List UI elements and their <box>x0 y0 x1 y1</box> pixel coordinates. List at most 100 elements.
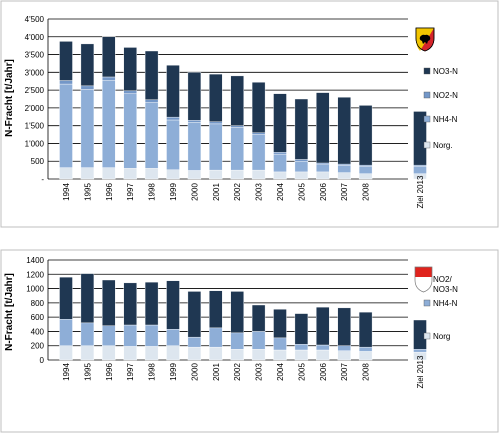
x-tick-label: 2006 <box>319 183 328 201</box>
bar-segment-norg <box>123 346 137 361</box>
x-tick-label: 1999 <box>169 363 178 381</box>
bar-segment-nh4 <box>59 319 73 346</box>
bar-segment-no3 <box>230 75 244 126</box>
bar-segment-no2 <box>413 164 427 167</box>
bar-segment-no3 <box>80 273 95 324</box>
bar-segment-nh4 <box>123 93 137 169</box>
bar-segment-nh4 <box>144 324 159 347</box>
bar-segment-no3 <box>316 92 330 164</box>
bar-segment-no2 <box>316 162 330 165</box>
x-tick-label: 2008 <box>362 183 371 201</box>
bar-segment-norg <box>209 346 223 361</box>
bar-segment-no3 <box>144 50 159 100</box>
legend-swatch <box>423 141 431 149</box>
x-tick-label: 2000 <box>190 363 199 381</box>
bar-segment-norg <box>294 349 309 361</box>
y-tick-label: 4'000 <box>25 33 45 42</box>
bar-segment-no3 <box>251 304 266 332</box>
bar-segment-nh4 <box>358 346 373 352</box>
bern-coat-of-arms-icon <box>415 27 435 52</box>
y-tick-label: 1200 <box>26 270 44 279</box>
bar-segment-no3 <box>144 281 159 326</box>
bar-segment-nh4 <box>123 324 137 347</box>
y-tick-label: 400 <box>31 327 45 336</box>
x-tick-label: 2002 <box>233 183 242 201</box>
bar-segment-nh4 <box>413 349 427 353</box>
x-tick-label: 2003 <box>255 183 264 201</box>
top-chart: - 500 1'000 1'500 2'000 2'500 3'000 3'500 4'000 4… <box>0 0 499 228</box>
legend-label: NH4-N <box>433 115 458 124</box>
y-tick-label: 1'500 <box>25 122 45 131</box>
bar-segment-no3 <box>337 307 351 346</box>
bar-segment-norg <box>187 170 202 180</box>
bar-segment-no3 <box>358 105 373 166</box>
bar-segment-norg <box>337 172 351 180</box>
bar-segment-norg <box>251 349 266 361</box>
bar-segment-no3 <box>316 306 330 346</box>
x-tick-label: 2007 <box>340 183 349 201</box>
bar-segment-nh4 <box>80 89 95 168</box>
legend-label: NH4-N <box>433 299 458 308</box>
x-tick-label: 2004 <box>276 363 285 381</box>
legend-swatch <box>423 67 431 75</box>
bar-segment-no3 <box>337 97 351 165</box>
bar-segment-no2 <box>59 80 73 85</box>
bar-segment-norg <box>59 345 73 361</box>
bar-segment-no3 <box>187 72 202 121</box>
bar-segment-no3 <box>273 93 287 153</box>
bar-segment-nh4 <box>102 325 116 346</box>
bar-segment-norg <box>209 169 223 180</box>
y-axis-label: N-Fracht [t/Jahr] <box>4 59 15 137</box>
bar-segment-nh4 <box>316 344 330 351</box>
bar-segment-norg <box>144 346 159 361</box>
x-tick-label: 1994 <box>62 363 71 381</box>
legend-swatch <box>423 91 431 99</box>
bar-segment-no3 <box>358 311 373 348</box>
bar-segment-nh4 <box>209 123 223 171</box>
legend-swatch <box>423 332 431 340</box>
bar-segment-norg <box>59 167 73 180</box>
bar-segment-no3 <box>123 282 137 326</box>
x-tick-label: 1994 <box>62 183 71 201</box>
legend-label: NO2/ <box>433 275 452 284</box>
bar-segment-no2 <box>230 125 244 128</box>
bar-segment-no2 <box>358 164 373 167</box>
bar-segment-norg <box>358 351 373 361</box>
x-tick-label: 2002 <box>233 363 242 381</box>
bar-segment-no2 <box>187 120 202 123</box>
bar-segment-nh4 <box>80 322 95 346</box>
bar-segment-no2 <box>102 76 116 81</box>
bar-segment-no2 <box>80 85 95 90</box>
bar-segment-no3 <box>209 290 223 329</box>
bar-segment-norg <box>230 349 244 361</box>
bar-segment-no3 <box>166 65 180 118</box>
bar-segment-nh4 <box>413 166 427 174</box>
x-tick-label: 1998 <box>148 183 157 201</box>
bar-segment-nh4 <box>273 337 287 351</box>
bar-segment-no3 <box>251 82 266 133</box>
legend-label: NO3-N <box>433 285 458 294</box>
y-tick-label: 0 <box>40 356 45 365</box>
y-axis-label: N-Fracht [t/Jahr] <box>4 273 15 351</box>
bar-segment-nh4 <box>187 336 202 348</box>
bar-segment-no3 <box>102 36 116 78</box>
x-tick-label: 1998 <box>148 363 157 381</box>
bar-segment-no2 <box>273 152 287 155</box>
y-tick-label: 800 <box>31 299 45 308</box>
bar-segment-no2 <box>337 163 351 166</box>
y-tick-label: 600 <box>31 313 45 322</box>
bar-segment-norg <box>166 169 180 180</box>
y-tick-label: 2'500 <box>25 86 45 95</box>
legend-label: Norg. <box>433 141 453 150</box>
bar-segment-nh4 <box>102 80 116 168</box>
bar-segment-norg <box>166 345 180 361</box>
chart-frame <box>0 0 499 228</box>
bar-segment-nh4 <box>144 102 159 169</box>
bar-segment-nh4 <box>316 164 330 173</box>
bar-segment-nh4 <box>358 166 373 174</box>
y-tick-label: 3'000 <box>25 68 45 77</box>
bar-segment-no3 <box>413 111 427 166</box>
bar-segment-nh4 <box>294 344 309 351</box>
x-tick-label: Ziel 2013 <box>416 175 425 208</box>
